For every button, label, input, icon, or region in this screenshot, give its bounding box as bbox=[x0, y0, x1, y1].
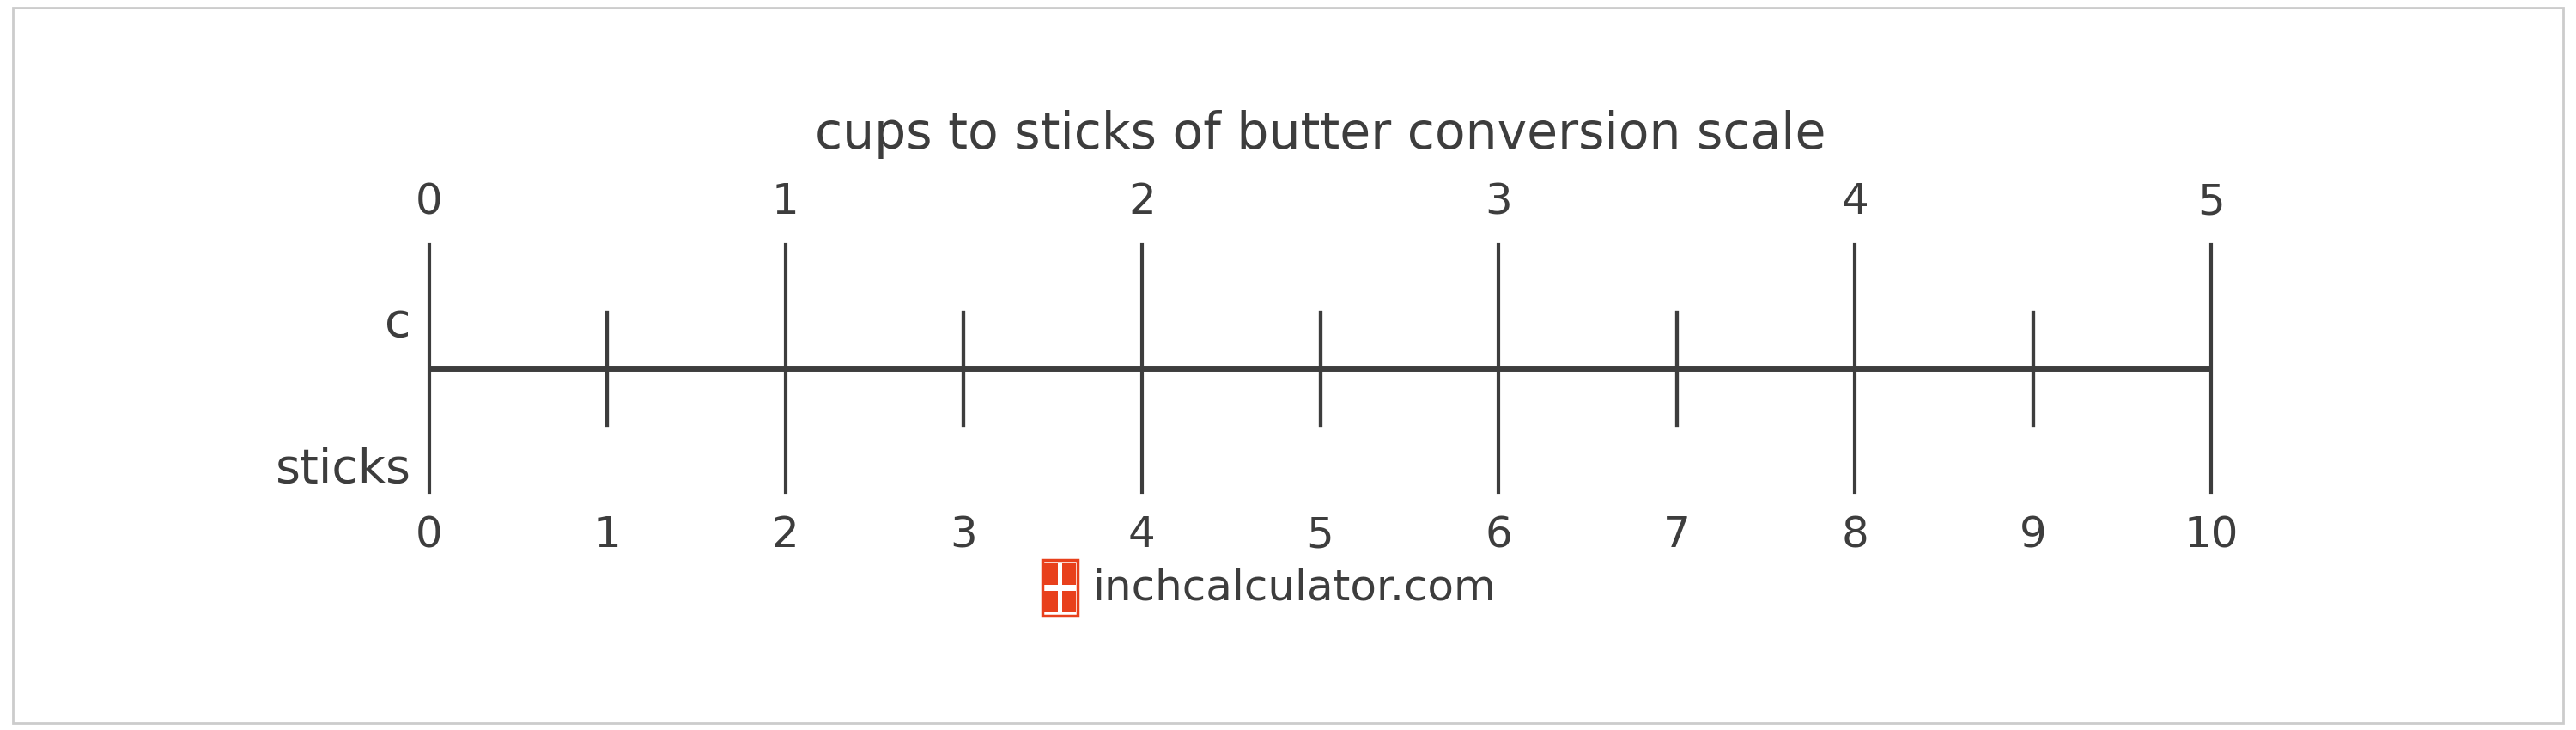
Bar bbox=[1043, 591, 1059, 612]
Text: 2: 2 bbox=[773, 515, 799, 556]
Text: 8: 8 bbox=[1842, 515, 1868, 556]
Bar bbox=[1061, 563, 1077, 585]
Text: cups to sticks of butter conversion scale: cups to sticks of butter conversion scal… bbox=[814, 110, 1826, 159]
Bar bbox=[1061, 591, 1077, 612]
Text: 6: 6 bbox=[1484, 515, 1512, 556]
Text: 0: 0 bbox=[415, 181, 443, 223]
Text: 5: 5 bbox=[1306, 515, 1334, 556]
Text: 4: 4 bbox=[1128, 515, 1157, 556]
Bar bbox=[1043, 560, 1077, 616]
Text: 3: 3 bbox=[1484, 181, 1512, 223]
Bar bbox=[1043, 563, 1059, 585]
Text: 7: 7 bbox=[1664, 515, 1690, 556]
Text: 3: 3 bbox=[951, 515, 976, 556]
Text: 0: 0 bbox=[415, 515, 443, 556]
Text: 5: 5 bbox=[2197, 181, 2226, 223]
Text: 1: 1 bbox=[592, 515, 621, 556]
Text: 9: 9 bbox=[2020, 515, 2048, 556]
Text: 4: 4 bbox=[1842, 181, 1868, 223]
Text: 1: 1 bbox=[773, 181, 799, 223]
Text: inchcalculator.com: inchcalculator.com bbox=[1092, 567, 1497, 609]
Text: 10: 10 bbox=[2184, 515, 2239, 556]
Text: 2: 2 bbox=[1128, 181, 1157, 223]
Text: c: c bbox=[384, 301, 412, 347]
Text: sticks: sticks bbox=[276, 447, 412, 493]
